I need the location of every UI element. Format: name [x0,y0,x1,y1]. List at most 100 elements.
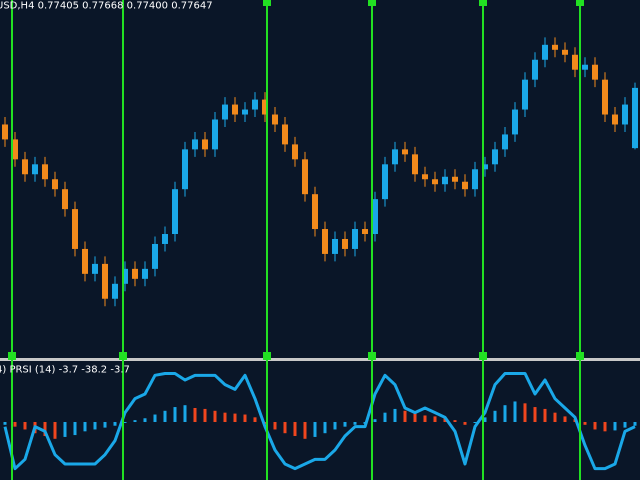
histogram-bar [63,422,67,437]
candle-body [262,99,268,115]
candle-body [112,283,118,299]
period-marker [479,0,487,6]
histogram-bar [223,412,227,422]
candle-body [312,194,318,230]
candle-body [522,79,528,110]
period-marker [263,0,271,6]
histogram-bar [143,418,147,422]
candle-body [322,229,328,254]
chart-title: USD,H4 0.77405 0.77668 0.77400 0.77647 [0,0,213,11]
candle-body [562,49,568,55]
histogram-bar [483,417,487,422]
candle-body [442,176,448,185]
candle-body [272,114,278,125]
histogram-bar [423,415,427,422]
histogram-bar [383,412,387,422]
histogram-bar [283,422,287,434]
candle-body [332,238,338,254]
candle-body [482,164,488,170]
period-marker [479,352,487,360]
candle-body [12,139,18,160]
histogram-bar [23,422,27,430]
histogram-bar [463,422,467,425]
candle-body [292,144,298,160]
candle-body [502,134,508,150]
candle-body [2,124,8,140]
candle-body [92,263,98,274]
candle-body [152,243,158,269]
panel-separator [0,358,640,361]
histogram-bar [243,414,247,422]
candle-body [462,181,468,190]
histogram-bar [163,410,167,422]
histogram-bar [523,403,527,422]
indicator-line [3,371,636,471]
histogram-bar [103,422,107,428]
period-marker [576,0,584,6]
candle-body [122,268,128,284]
histogram-bar [503,405,507,422]
histogram-bar [453,420,457,422]
candle-body [222,104,228,120]
candle-body [402,149,408,155]
candle-body [232,104,238,115]
histogram-bar [493,410,497,422]
histogram-bar [633,422,637,426]
candle-body [212,119,218,150]
candle-body [452,176,458,182]
histogram-bar [53,422,57,439]
histogram-bar [253,417,257,422]
histogram-bar [3,422,7,425]
histogram-bar [623,422,627,428]
histogram-bar [293,422,297,436]
candle-body [412,154,418,175]
histogram-bar [213,410,217,422]
candle-body [42,164,48,180]
histogram-bar [343,422,347,427]
period-marker [119,352,127,360]
histogram-bar [413,413,417,422]
candle-body [492,149,498,165]
histogram-bar [83,422,87,432]
candle-body [302,159,308,195]
histogram-bar [193,408,197,422]
histogram-bar [543,408,547,422]
histogram-bar [403,410,407,422]
histogram-bar [513,401,517,422]
period-marker [8,352,16,360]
histogram-bar [233,413,237,422]
histogram-bar [43,422,47,436]
candle-body [392,149,398,165]
candle-body [422,174,428,180]
histogram-bar [333,422,337,430]
candle-body [352,229,358,249]
candle-body [32,164,38,175]
candle-body [382,164,388,200]
candle-body [602,79,608,115]
histogram-bar [323,422,327,434]
histogram-bar [93,422,97,430]
candle-body [282,124,288,145]
candle-body [22,159,28,175]
candle-body [362,229,368,235]
histogram-bar [203,408,207,422]
candle-body [572,54,578,70]
histogram-bar [533,407,537,422]
candle-body [612,114,618,125]
histogram-bar [303,422,307,439]
histogram-bar [113,422,117,426]
candle-body [542,44,548,60]
histogram-bar [373,419,377,422]
candle-body [182,149,188,190]
histogram-bar [603,422,607,432]
candle-body [252,99,258,110]
indicator-title: 4) PRSI (14) -3.7 -38.2 -3.7 [0,364,130,375]
candle-body [72,209,78,249]
candle-body [632,87,638,149]
candle-body [242,109,248,115]
histogram-bar [13,422,17,427]
histogram-bar [133,420,137,422]
period-marker [368,0,376,6]
histogram-bar [583,422,587,425]
